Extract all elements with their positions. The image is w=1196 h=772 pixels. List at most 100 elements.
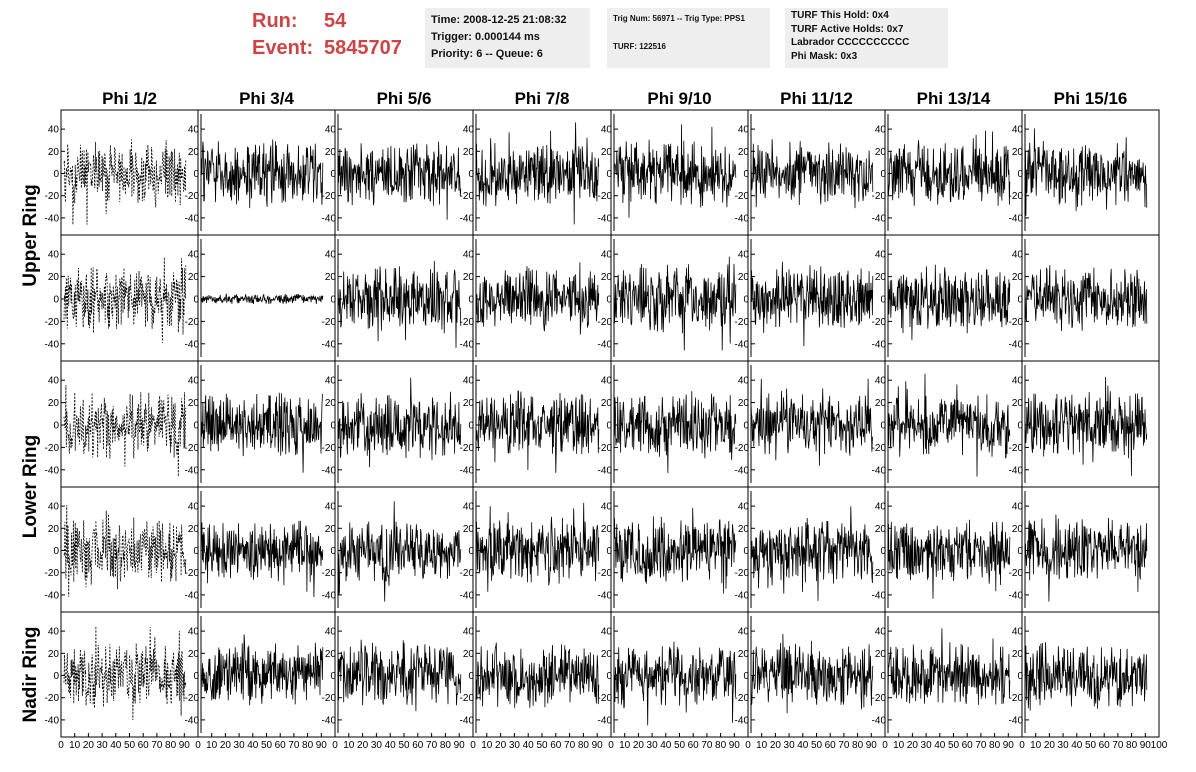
x-tick-label: 70 [564,740,576,751]
x-tick-label: 30 [509,740,521,751]
y-tick-label: -40 [735,715,750,726]
x-tick-label: 80 [578,740,590,751]
y-tick-label: 20 [48,398,60,409]
waveform-trace [1024,265,1148,332]
y-tick-label: -40 [735,339,750,350]
waveform-trace [613,124,737,218]
y-tick-label: -20 [1009,317,1024,328]
y-tick-label: 40 [601,250,613,261]
y-tick-label: 0 [743,295,749,306]
x-tick-label: 80 [302,740,314,751]
waveform-trace [475,122,600,225]
y-tick-label: -20 [735,568,750,579]
y-tick-label: 40 [325,250,337,261]
x-tick-label: 30 [647,740,659,751]
x-tick-label: 20 [220,740,232,751]
y-tick-label: 0 [1017,671,1023,682]
y-tick-label: -20 [45,443,60,454]
y-tick-label: 20 [601,649,613,660]
x-tick-label: 20 [83,740,95,751]
waveform-trace [887,130,1011,206]
waveform-trace [337,639,462,712]
y-tick-label: 40 [875,125,887,136]
y-tick-label: -40 [1009,213,1024,224]
waveform-trace [613,507,737,594]
y-tick-label: 0 [1017,295,1023,306]
y-tick-label: -40 [460,465,475,476]
y-tick-label: -40 [45,715,60,726]
y-tick-label: 20 [188,147,200,158]
y-tick-label: -40 [460,715,475,726]
y-tick-label: -40 [735,465,750,476]
y-tick-label: 20 [463,272,475,283]
y-tick-label: 40 [325,376,337,387]
turf-hold-line: TURF This Hold: 0x4 [791,10,889,21]
x-tick-label: 90 [1140,740,1152,751]
y-tick-label: 40 [601,125,613,136]
y-tick-label: -40 [1009,715,1024,726]
x-tick-label: 40 [934,740,946,751]
column-title: Phi 3/4 [239,89,294,108]
y-tick-label: 40 [48,125,60,136]
x-tick-label: 90 [729,740,741,751]
y-tick-label: 0 [606,169,612,180]
y-tick-label: 40 [325,125,337,136]
event-number: 5845707 [324,37,402,59]
y-tick-label: -40 [1009,339,1024,350]
y-tick-label: -20 [735,443,750,454]
y-tick-label: 0 [193,295,199,306]
y-tick-label: 40 [463,250,475,261]
x-tick-label: 10 [893,740,905,751]
panel-frame [60,360,199,488]
y-tick-label: -20 [460,568,475,579]
y-tick-label: -20 [322,568,337,579]
x-tick-label: 40 [110,740,122,751]
y-tick-label: 40 [738,502,750,513]
y-tick-label: 0 [606,546,612,557]
waveform-trace [613,641,737,726]
x-tick-label: 60 [1099,740,1111,751]
y-tick-label: -40 [45,213,60,224]
y-tick-label: -40 [45,465,60,476]
y-tick-label: 20 [875,649,887,660]
y-tick-label: 40 [1012,125,1024,136]
y-tick-label: -20 [872,568,887,579]
y-tick-label: -20 [185,191,200,202]
y-tick-label: -20 [1009,443,1024,454]
y-tick-label: -20 [598,693,613,704]
x-tick-label: 40 [1071,740,1083,751]
turf-active-line: TURF Active Holds: 0x7 [791,23,904,35]
y-tick-label: 0 [330,671,336,682]
x-tick-label: 0 [882,740,888,751]
y-tick-label: 20 [188,398,200,409]
y-tick-label: -20 [322,317,337,328]
y-tick-label: 20 [188,272,200,283]
waveform-trace [887,519,1011,599]
waveform-trace [750,506,874,601]
y-tick-label: 20 [738,398,750,409]
y-tick-label: -40 [185,465,200,476]
y-tick-label: 40 [601,502,613,513]
x-tick-label: 0 [1019,740,1025,751]
x-tick-label: 20 [1044,740,1056,751]
x-tick-label: 20 [770,740,782,751]
y-tick-label: 40 [875,250,887,261]
y-tick-label: -20 [598,568,613,579]
x-tick-label: 50 [124,740,136,751]
y-tick-label: -40 [185,590,200,601]
time-line: Time: 2008-12-25 21:08:32 [431,14,567,26]
x-tick-label: 0 [470,740,476,751]
waveform-trace [750,633,874,714]
y-tick-label: -40 [322,213,337,224]
column-title: Phi 7/8 [515,89,570,108]
y-tick-label: 40 [48,250,60,261]
waveform-trace [200,634,324,706]
y-tick-label: -20 [598,191,613,202]
y-tick-label: 20 [1012,649,1024,660]
y-tick-label: 20 [738,524,750,535]
x-tick-label: 20 [495,740,507,751]
y-tick-label: -40 [598,715,613,726]
y-tick-label: -40 [872,590,887,601]
x-tick-label: 10 [619,740,631,751]
waveform-trace [475,642,600,708]
